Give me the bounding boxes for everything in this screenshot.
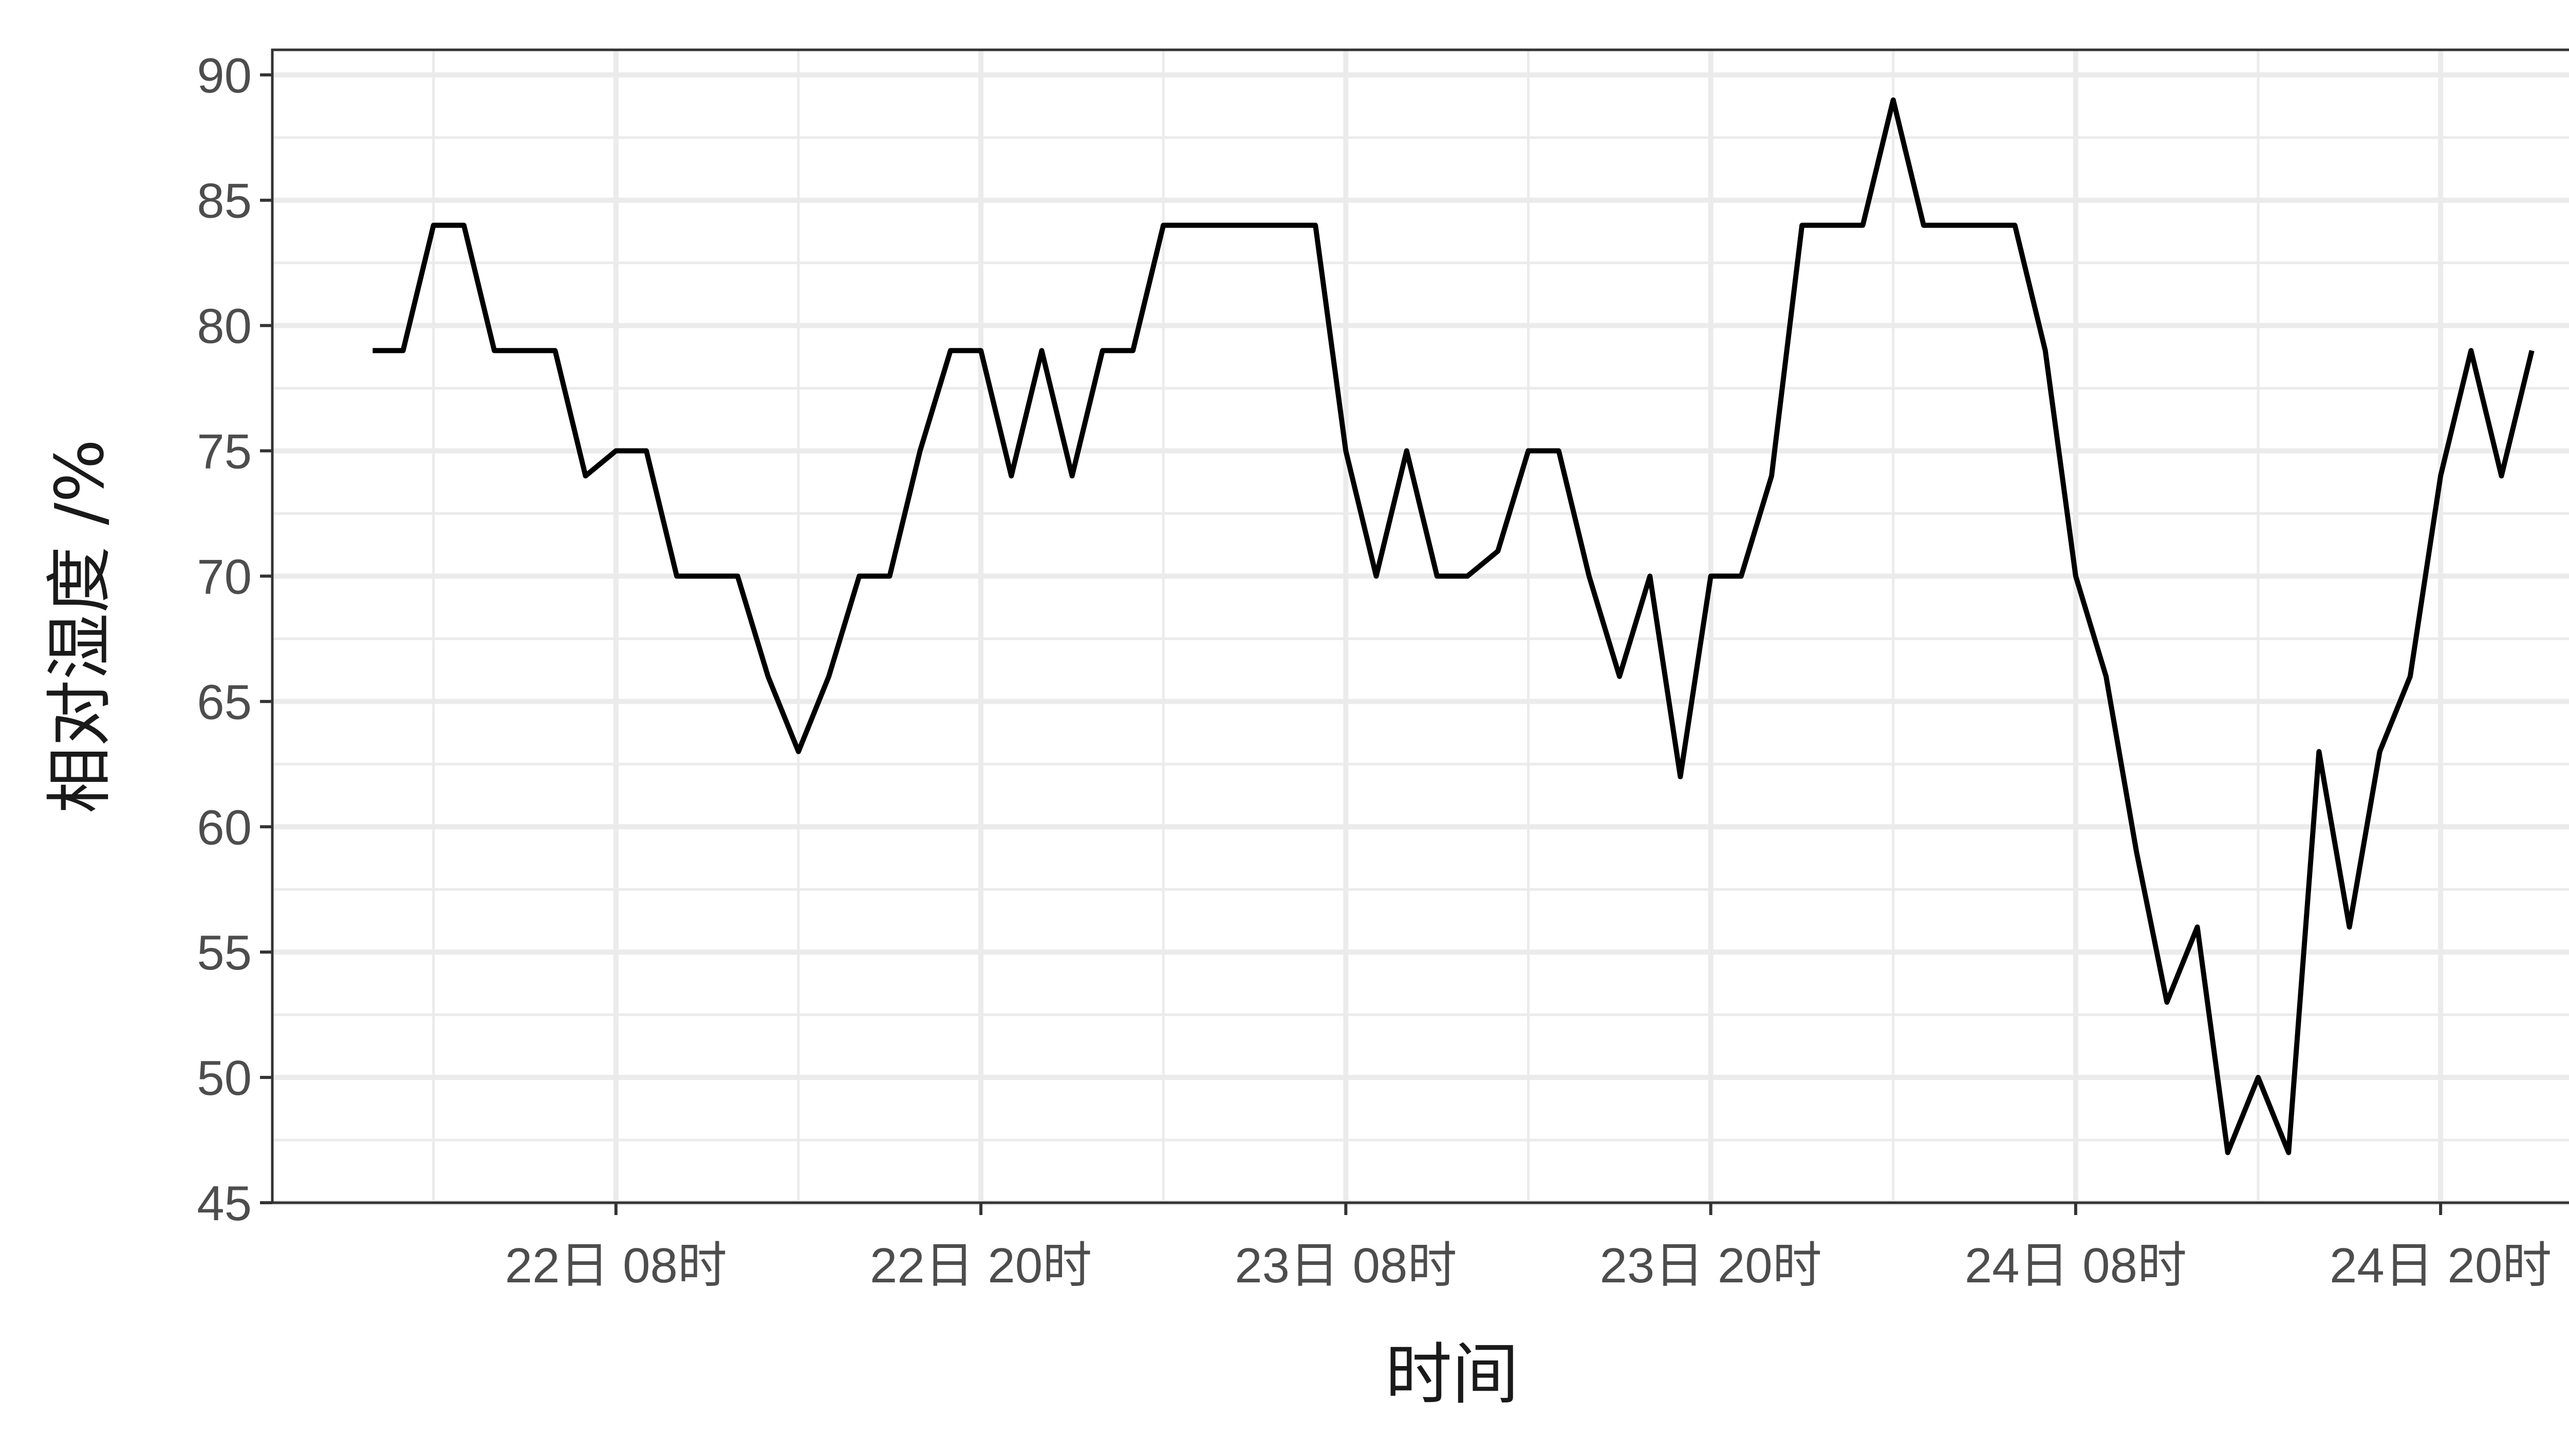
x-tick-label: 22日 08时 (505, 1238, 727, 1293)
y-tick-label: 50 (197, 1051, 252, 1106)
x-tick-label: 22日 20时 (870, 1238, 1092, 1293)
x-tick-label: 24日 20时 (2330, 1238, 2552, 1293)
y-tick-label: 45 (197, 1176, 252, 1231)
x-tick-label: 24日 08时 (1965, 1238, 2187, 1293)
y-tick-label: 60 (197, 800, 252, 855)
humidity-series-line (373, 97, 2535, 1155)
y-tick-label: 65 (197, 675, 252, 730)
minor-gridlines (272, 50, 2569, 1203)
y-tick-label: 70 (197, 549, 252, 604)
y-tick-label: 90 (197, 48, 252, 103)
y-tick-label: 75 (197, 424, 252, 479)
y-tick-label: 85 (197, 174, 252, 229)
x-tick-label: 23日 08时 (1235, 1238, 1457, 1293)
y-tick-label: 55 (197, 925, 252, 980)
plot-panel (272, 50, 2569, 1203)
y-tick-label: 80 (197, 299, 252, 354)
x-tick-label: 23日 20时 (1599, 1238, 1821, 1293)
x-axis: 22日 08时 22日 20时 23日 08时 23日 20时 24日 08时 24日 2… (505, 1203, 2552, 1293)
y-axis-title: 相对湿度 /% (41, 439, 119, 814)
x-axis-title: 时间 (1385, 1335, 1519, 1413)
plot-border (271, 48, 2569, 1204)
y-axis: 45 50 55 60 65 70 75 80 85 90 (197, 48, 272, 1231)
